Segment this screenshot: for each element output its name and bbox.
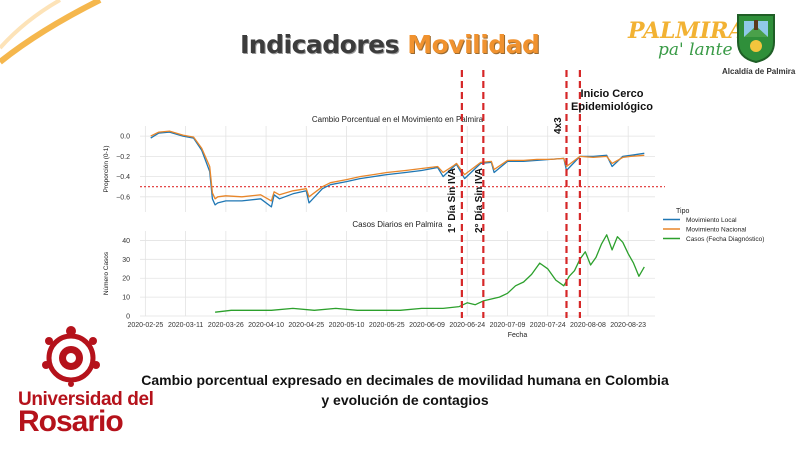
y-tick-label: −0.4 <box>116 174 130 181</box>
palmira-logo-main: PALMIRA <box>628 18 746 44</box>
alcaldia-shield-icon <box>737 14 775 64</box>
annotation-label-line1: Inicio Cerco <box>581 88 644 100</box>
y-tick-label: 40 <box>122 238 130 245</box>
annotation-label: 2° Día Sin IVA <box>474 168 485 233</box>
caption-line2: y evolución de contagios <box>321 392 489 408</box>
corner-arc-decoration <box>0 0 102 65</box>
palmira-logo: PALMIRA pa' lante <box>628 18 745 70</box>
y-tick-label: 20 <box>122 276 130 283</box>
light-arc <box>0 0 61 50</box>
x-tick-label: 2020-03-11 <box>168 322 203 329</box>
annotation-label: 1° Día Sin IVA <box>447 168 458 233</box>
x-tick-label: 2020-05-25 <box>369 322 405 329</box>
y-tick-label: −0.2 <box>116 154 130 161</box>
x-tick-label: 2020-07-24 <box>530 322 566 329</box>
x-axis-label: Fecha <box>508 332 528 339</box>
series-line-casos-fecha-diagn-stico- <box>215 234 645 313</box>
plot-area-1 <box>140 126 655 212</box>
y-tick-label: 10 <box>122 295 130 302</box>
title-part1: Indicadores <box>240 30 400 59</box>
legend-title: Tipo <box>676 208 689 215</box>
rosario-name-line2: Rosario <box>18 405 124 438</box>
y-axis-label: Proporción (0-1) <box>103 146 110 193</box>
x-tick-label: 2020-04-10 <box>248 322 284 329</box>
x-tick-label: 2020-02-25 <box>127 322 163 329</box>
x-tick-label: 2020-08-08 <box>570 322 606 329</box>
x-tick-label: 2020-07-09 <box>490 322 526 329</box>
orange-arc <box>0 0 102 65</box>
x-tick-label: 2020-04-25 <box>288 322 324 329</box>
slide-caption: Cambio porcentual expresado en decimales… <box>120 370 690 410</box>
y-tick-label: −0.6 <box>116 194 130 201</box>
y-tick-label: 0 <box>126 314 130 321</box>
annotation-label: 4x3 <box>553 117 564 134</box>
y-axis-label: Número Casos <box>103 251 110 295</box>
panel-title: Cambio Porcentual en el Movimiento en Pa… <box>312 115 484 124</box>
plot-area-2 <box>140 231 655 316</box>
x-tick-label: 2020-06-24 <box>449 322 485 329</box>
palmira-logo-sub: pa' lante <box>658 40 733 60</box>
slide-title: Indicadores Movilidad <box>240 30 540 59</box>
title-part2: Movilidad <box>407 30 540 59</box>
rosario-name-line1: Universidad del <box>18 389 154 410</box>
y-tick-label: 30 <box>122 257 130 264</box>
x-tick-label: 2020-05-10 <box>329 322 365 329</box>
panel-title: Casos Diarios en Palmira <box>352 220 443 229</box>
annotation-label-line2: Epidemiológico <box>571 101 653 113</box>
rosario-emblem-icon <box>42 326 100 387</box>
legend-entry: Movimiento Nacional <box>686 227 747 234</box>
y-tick-label: 0.0 <box>120 134 130 141</box>
x-tick-label: 2020-03-26 <box>208 322 244 329</box>
legend-entry: Movimiento Local <box>686 217 737 224</box>
legend-entry: Casos (Fecha Diagnóstico) <box>686 236 764 243</box>
series-line-movimiento-nacional <box>150 130 645 202</box>
alcaldia-label: Alcaldía de Palmira <box>722 67 796 76</box>
caption-line1: Cambio porcentual expresado en decimales… <box>141 372 669 388</box>
x-tick-label: 2020-08-23 <box>610 322 646 329</box>
x-tick-label: 2020-06-09 <box>409 322 445 329</box>
